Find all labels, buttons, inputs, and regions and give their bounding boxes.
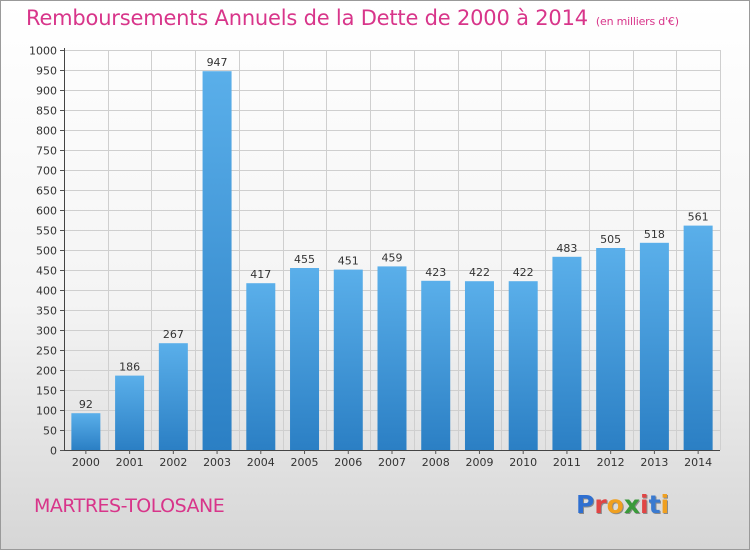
bar-2014 — [683, 225, 713, 450]
bar-2010 — [508, 281, 538, 450]
axes — [60, 48, 720, 454]
bar-2008 — [421, 280, 451, 450]
y-tick-label: 450 — [36, 265, 57, 278]
logo-letter: P — [576, 490, 595, 519]
x-tick-label: 2013 — [640, 456, 668, 469]
x-tick-label: 2001 — [116, 456, 144, 469]
y-tick-label: 800 — [36, 125, 57, 138]
logo-letter: i — [660, 490, 670, 519]
data-label-2000: 92 — [79, 398, 93, 411]
data-label-2007: 459 — [382, 251, 403, 264]
x-tick-label: 2011 — [553, 456, 581, 469]
y-tick-label: 900 — [36, 85, 57, 98]
y-tick-label: 400 — [36, 285, 57, 298]
logo-letter: x — [623, 490, 640, 519]
data-label-2013: 518 — [644, 228, 665, 241]
data-label-2008: 423 — [425, 266, 446, 279]
data-label-2011: 483 — [556, 242, 577, 255]
x-tick-label: 2010 — [509, 456, 537, 469]
y-tick-label: 350 — [36, 305, 57, 318]
chart-subtitle: (en milliers d'€) — [595, 15, 679, 28]
bar-2004 — [246, 283, 276, 450]
data-label-2012: 505 — [600, 233, 621, 246]
logo-letter: o — [606, 490, 624, 519]
y-tick-label: 500 — [36, 245, 57, 258]
x-tick-label: 2008 — [422, 456, 450, 469]
x-tick-label: 2006 — [334, 456, 362, 469]
y-tick-label: 550 — [36, 225, 57, 238]
y-tick-label: 950 — [36, 65, 57, 78]
x-tick-label: 2014 — [684, 456, 712, 469]
y-tick-label: 1000 — [29, 45, 57, 58]
data-label-2002: 267 — [163, 328, 184, 341]
y-tick-label: 200 — [36, 365, 57, 378]
data-label-2010: 422 — [513, 266, 534, 279]
logo-letter: r — [594, 490, 607, 519]
x-tick-label: 2000 — [72, 456, 100, 469]
data-label-2001: 186 — [119, 361, 140, 374]
y-tick-label: 300 — [36, 325, 57, 338]
chart-title: Remboursements Annuels de la Dette de 20… — [26, 6, 679, 30]
y-tick-label: 250 — [36, 345, 57, 358]
x-tick-label: 2002 — [159, 456, 187, 469]
data-label-2005: 455 — [294, 253, 315, 266]
chart-title-text: Remboursements Annuels de la Dette de 20… — [26, 6, 588, 30]
data-label-2014: 561 — [688, 211, 709, 224]
proxiti-logo: Proxiti — [576, 490, 669, 519]
y-tick-label: 750 — [36, 145, 57, 158]
bar-2011 — [552, 256, 582, 450]
bar-2002 — [158, 343, 188, 450]
logo-letter: i — [640, 490, 649, 519]
y-tick-label: 600 — [36, 205, 57, 218]
bar-2007 — [377, 266, 407, 450]
bar-2003 — [202, 71, 232, 450]
y-tick-label: 100 — [36, 405, 57, 418]
bar-2000 — [71, 413, 101, 450]
logo-letter: t — [648, 490, 661, 519]
commune-name: MARTRES-TOLOSANE — [34, 495, 225, 517]
bars — [71, 71, 713, 450]
bar-2012 — [596, 248, 626, 450]
x-tick-label: 2009 — [465, 456, 493, 469]
y-tick-label: 650 — [36, 185, 57, 198]
bar-2001 — [115, 375, 145, 450]
x-tick-labels: 2000 2001 2002 2003 2004 2005 2006 2007 2008 2009… — [72, 456, 712, 469]
bar-2005 — [290, 268, 320, 450]
data-labels: 92 186 267 947 417 455 451 459 423 422 422 483 505 51… — [79, 56, 709, 411]
y-tick-label: 850 — [36, 105, 57, 118]
y-tick-label: 700 — [36, 165, 57, 178]
x-tick-label: 2004 — [247, 456, 275, 469]
y-tick-labels: 0 50 100 150 200 250 300 350 400 450 500 550 600 650 7… — [29, 45, 57, 458]
data-label-2003: 947 — [207, 56, 228, 69]
bar-2009 — [464, 281, 494, 450]
x-tick-label: 2012 — [597, 456, 625, 469]
x-tick-label: 2005 — [291, 456, 319, 469]
x-tick-label: 2007 — [378, 456, 406, 469]
y-tick-label: 0 — [50, 445, 57, 458]
y-tick-label: 50 — [43, 425, 57, 438]
bar-2006 — [333, 269, 363, 450]
x-tick-label: 2003 — [203, 456, 231, 469]
bar-2013 — [639, 242, 669, 450]
y-tick-label: 150 — [36, 385, 57, 398]
data-label-2006: 451 — [338, 255, 359, 268]
data-label-2004: 417 — [250, 268, 271, 281]
data-label-2009: 422 — [469, 266, 490, 279]
